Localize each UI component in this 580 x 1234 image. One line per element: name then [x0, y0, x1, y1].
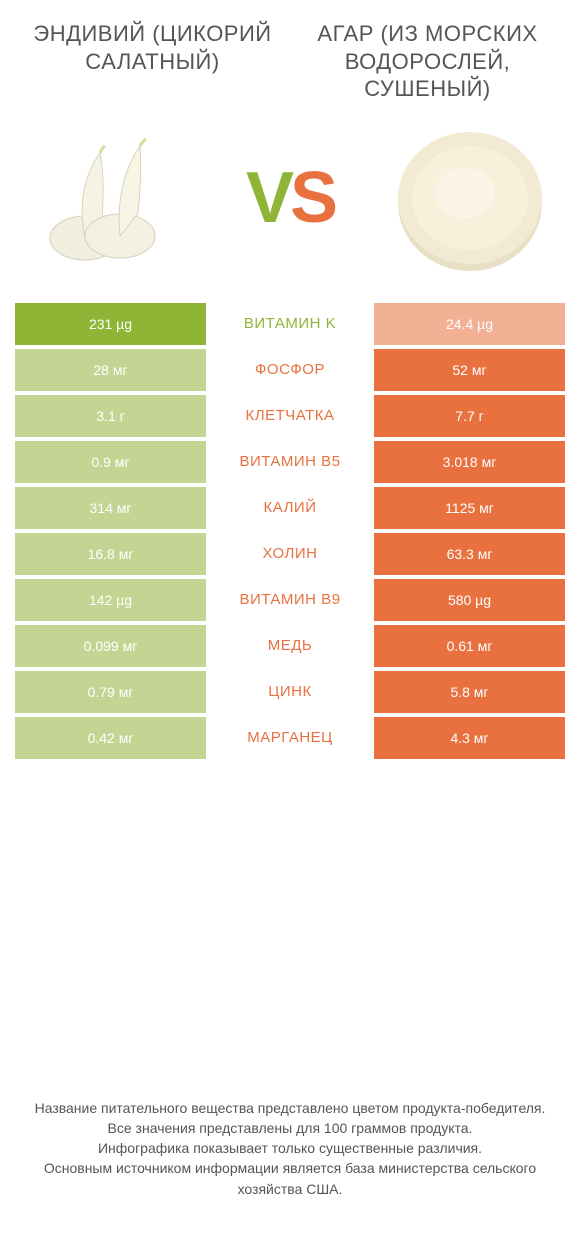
- nutrient-label: Витамин B9: [210, 579, 370, 621]
- right-product-image: [390, 118, 550, 278]
- comparison-table: 231 µgВитамин K24.4 µg28 мгФосфор52 мг3.…: [15, 303, 565, 759]
- nutrient-label: Медь: [210, 625, 370, 667]
- right-value-cell: 4.3 мг: [374, 717, 565, 759]
- nutrient-label: Витамин K: [210, 303, 370, 345]
- vs-label: VS: [246, 157, 334, 239]
- table-row: 0.79 мгЦинк5.8 мг: [15, 671, 565, 713]
- left-value-cell: 231 µg: [15, 303, 206, 345]
- left-value-cell: 314 мг: [15, 487, 206, 529]
- left-value-cell: 0.099 мг: [15, 625, 206, 667]
- right-value-cell: 52 мг: [374, 349, 565, 391]
- left-value-cell: 0.42 мг: [15, 717, 206, 759]
- nutrient-label: Марганец: [210, 717, 370, 759]
- right-value-cell: 0.61 мг: [374, 625, 565, 667]
- right-value-cell: 1125 мг: [374, 487, 565, 529]
- vs-v: V: [246, 158, 290, 238]
- left-product-image: [30, 118, 190, 278]
- table-row: 28 мгФосфор52 мг: [15, 349, 565, 391]
- left-value-cell: 28 мг: [15, 349, 206, 391]
- table-row: 0.099 мгМедь0.61 мг: [15, 625, 565, 667]
- left-value-cell: 0.9 мг: [15, 441, 206, 483]
- table-row: 231 µgВитамин K24.4 µg: [15, 303, 565, 345]
- table-row: 16.8 мгХолин63.3 мг: [15, 533, 565, 575]
- right-value-cell: 24.4 µg: [374, 303, 565, 345]
- table-row: 142 µgВитамин B9580 µg: [15, 579, 565, 621]
- footer-line-2: Все значения представлены для 100 граммо…: [25, 1118, 555, 1138]
- footer-line-1: Название питательного вещества представл…: [25, 1098, 555, 1118]
- nutrient-label: Фосфор: [210, 349, 370, 391]
- right-value-cell: 7.7 г: [374, 395, 565, 437]
- right-value-cell: 5.8 мг: [374, 671, 565, 713]
- nutrient-label: Цинк: [210, 671, 370, 713]
- images-row: VS: [15, 118, 565, 278]
- nutrient-label: Калий: [210, 487, 370, 529]
- header: Эндивий (Цикорий салатный) Агар (из морс…: [15, 20, 565, 103]
- vs-s: S: [290, 158, 334, 238]
- footer-line-4: Основным источником информации является …: [25, 1158, 555, 1199]
- nutrient-label: Витамин B5: [210, 441, 370, 483]
- footer-notes: Название питательного вещества представл…: [15, 1098, 565, 1214]
- right-product-title: Агар (из морских водорослей, сушеный): [304, 20, 552, 103]
- footer-line-3: Инфографика показывает только существенн…: [25, 1138, 555, 1158]
- table-row: 3.1 гКлетчатка7.7 г: [15, 395, 565, 437]
- right-value-cell: 3.018 мг: [374, 441, 565, 483]
- right-value-cell: 580 µg: [374, 579, 565, 621]
- left-value-cell: 0.79 мг: [15, 671, 206, 713]
- left-value-cell: 142 µg: [15, 579, 206, 621]
- table-row: 0.42 мгМарганец4.3 мг: [15, 717, 565, 759]
- nutrient-label: Клетчатка: [210, 395, 370, 437]
- table-row: 314 мгКалий1125 мг: [15, 487, 565, 529]
- left-value-cell: 16.8 мг: [15, 533, 206, 575]
- left-value-cell: 3.1 г: [15, 395, 206, 437]
- left-product-title: Эндивий (Цикорий салатный): [29, 20, 277, 103]
- right-value-cell: 63.3 мг: [374, 533, 565, 575]
- table-row: 0.9 мгВитамин B53.018 мг: [15, 441, 565, 483]
- nutrient-label: Холин: [210, 533, 370, 575]
